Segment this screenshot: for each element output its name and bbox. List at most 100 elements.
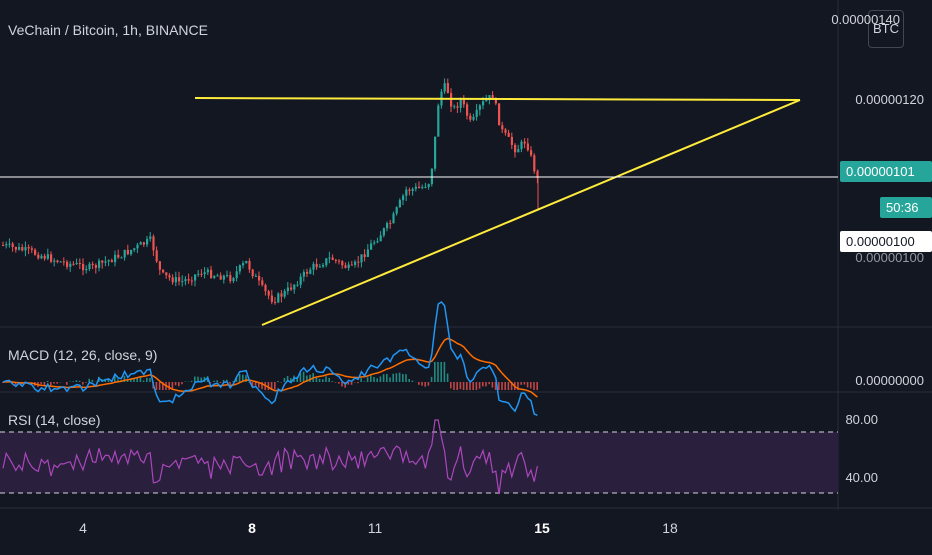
candle-body [184,279,186,281]
candle-body [213,276,215,278]
candle-body [63,261,65,262]
macd-hist-bar [530,382,532,388]
macd-hist-bar [277,381,279,382]
candle-body [181,281,183,282]
candle-body [60,261,62,262]
candle-body [210,270,212,278]
candle-body [79,263,81,264]
candle-body [92,264,94,265]
macd-hist-bar [332,381,334,382]
candle-body [492,95,494,98]
candle-body [533,155,535,171]
candle-body [476,110,478,117]
candle-body [520,142,522,149]
macd-hist-bar [418,382,420,385]
macd-hist-bar [367,377,369,382]
rsi-title: RSI (14, close) [8,412,101,428]
candle-body [268,291,270,295]
candle-body [316,264,318,267]
macd-hist-bar [386,374,388,382]
candle-body [447,83,449,93]
macd-hist-bar [213,381,215,382]
candle-body [472,117,474,120]
macd-hist-bar [143,381,145,382]
candle-body [117,255,119,258]
candle-body [434,137,436,169]
macd-hist-bar [412,381,414,382]
macd-hist-bar [485,382,487,386]
candle-body [402,196,404,200]
macd-hist-bar [399,373,401,382]
macd-hist-bar [463,382,465,390]
candle-body [274,302,276,303]
candle-body [367,250,369,257]
candle-body [383,228,385,235]
candle-body [165,272,167,275]
macd-hist-bar [428,382,430,386]
candle-body [98,261,100,268]
candle-body [34,250,36,255]
candle-body [66,262,68,267]
candle-body [389,223,391,224]
candle-body [120,257,122,258]
macd-hist-bar [402,374,404,382]
macd-y-tick-label: 0.00000000 [855,373,924,388]
macd-hist-bar [364,381,366,382]
macd-hist-bar [533,382,535,390]
candle-body [53,261,55,262]
candle-body [348,265,350,268]
candle-body [527,143,529,150]
x-tick-label: 8 [248,520,256,536]
candle-body [149,236,151,238]
candle-body [104,261,106,262]
macd-hist-bar [216,380,218,382]
candle-body [300,277,302,285]
macd-hist-bar [229,382,231,384]
candle-body [130,250,132,254]
candle-body [37,255,39,259]
candle-body [325,258,327,265]
candle-body [498,103,500,125]
macd-hist-bar [85,382,87,383]
candle-body [508,133,510,137]
y-tick-label: 0.00000100 [855,250,924,265]
candle-body [306,272,308,274]
candle-body [232,278,234,281]
candle-body [50,254,52,262]
macd-hist-bar [56,382,58,384]
candle-body [386,223,388,228]
rsi-band [0,432,838,493]
candle-body [15,247,17,250]
macd-hist-bar [50,382,52,386]
countdown-tag: 50:36 [880,197,932,218]
candle-body [338,261,340,262]
candle-body [82,264,84,270]
candle-body [220,276,222,280]
macd-hist-bar [405,374,407,382]
candle-body [312,264,314,270]
macd-hist-bar [44,382,46,385]
macd-hist-bar [47,381,49,382]
candle-body [197,274,199,275]
candle-body [501,125,503,129]
candle-body [12,244,14,247]
candle-body [530,150,532,155]
macd-hist-bar [40,382,42,384]
macd-hist-bar [178,382,180,386]
candle-body [204,272,206,274]
macd-hist-bar [146,378,148,382]
candle-body [296,285,298,286]
candle-body [360,254,362,262]
candle-body [2,245,4,246]
rsi-y-tick-label: 80.00 [845,412,878,427]
candle-body [226,275,228,276]
candle-body [261,280,263,284]
candle-body [69,264,71,267]
candle-body [373,242,375,243]
candle-body [463,100,465,105]
candle-body [108,260,110,261]
candle-body [524,142,526,144]
candle-body [303,272,305,277]
